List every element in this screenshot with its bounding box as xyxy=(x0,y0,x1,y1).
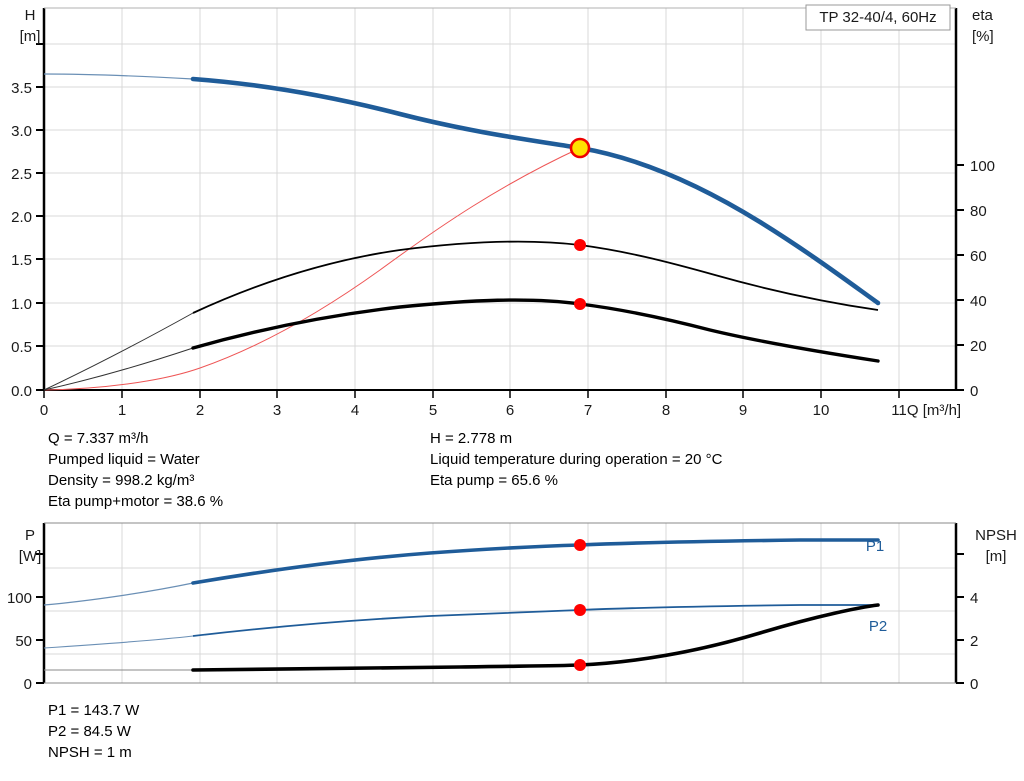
top-x-tick-0: 0 xyxy=(40,402,48,419)
info-npsh: NPSH = 1 m xyxy=(48,744,132,761)
top-vertical-gridlines xyxy=(121,8,900,390)
power-npsh-chart-svg: 0 50 100 P [W] 0 2 4 NPSH [m] xyxy=(7,522,1017,693)
eta-pump-curve-thin xyxy=(43,312,194,391)
top-right-tick-3: 60 xyxy=(970,248,987,265)
power-npsh-chart: 0 50 100 P [W] 0 2 4 NPSH [m] xyxy=(0,515,1024,695)
p2-curve-thin xyxy=(43,635,194,649)
eta-pump-motor-curve-thin xyxy=(43,347,194,391)
bottom-left-tick-2: 100 xyxy=(7,590,32,607)
bottom-right-axis-title: NPSH xyxy=(975,527,1017,544)
p1-curve-thin xyxy=(43,582,194,606)
bottom-right-tick-labels: 0 2 4 xyxy=(970,590,978,693)
top-x-axis-title: Q [m³/h] xyxy=(907,402,961,419)
bottom-right-tick-1: 2 xyxy=(970,633,978,650)
top-right-axis-title: eta xyxy=(972,7,994,24)
top-x-tick-8: 8 xyxy=(662,402,670,419)
top-left-tick-4: 2.0 xyxy=(11,209,32,226)
eta-pump-duty-marker[interactable] xyxy=(574,239,586,251)
top-right-ticks xyxy=(956,164,964,391)
info-left-column: Q = 7.337 m³/h Pumped liquid = Water Den… xyxy=(48,428,223,512)
top-left-tick-1: 0.5 xyxy=(11,339,32,356)
top-plot-background xyxy=(44,8,956,390)
info-p2: P2 = 84.5 W xyxy=(48,723,131,740)
top-x-tick-labels: 0 1 2 3 4 5 6 7 8 9 10 11 xyxy=(40,402,907,419)
top-x-tick-9: 9 xyxy=(739,402,747,419)
top-x-tick-11: 11 xyxy=(891,402,907,419)
bottom-left-axis-unit: [W] xyxy=(19,548,42,565)
bottom-right-axis-unit: [m] xyxy=(986,548,1007,565)
bottom-left-tick-0: 0 xyxy=(24,676,32,693)
top-left-tick-0: 0.0 xyxy=(11,383,32,400)
info-bottom-column: P1 = 143.7 W P2 = 84.5 W NPSH = 1 m xyxy=(48,700,139,763)
top-x-ticks xyxy=(43,390,900,398)
bottom-right-ticks xyxy=(956,553,964,684)
top-right-tick-1: 20 xyxy=(970,338,987,355)
info-liquid-temp: Liquid temperature during operation = 20… xyxy=(430,451,723,468)
duty-point-marker[interactable] xyxy=(569,137,591,159)
top-right-axis-unit: [%] xyxy=(972,28,994,45)
eta-pump-motor-duty-marker[interactable] xyxy=(574,298,586,310)
info-pumped-liquid: Pumped liquid = Water xyxy=(48,451,200,468)
top-left-axis-title: H xyxy=(25,7,36,24)
top-x-tick-10: 10 xyxy=(813,402,830,419)
top-x-tick-2: 2 xyxy=(196,402,204,419)
top-left-axis-unit: [m] xyxy=(20,28,41,45)
info-eta-pump: Eta pump = 65.6 % xyxy=(430,472,558,489)
title-box-label: TP 32-40/4, 60Hz xyxy=(819,9,936,26)
bottom-horizontal-gridlines xyxy=(44,567,956,655)
bottom-left-axis-title: P xyxy=(25,527,35,544)
info-right-column: H = 2.778 m Liquid temperature during op… xyxy=(430,428,722,491)
bottom-right-tick-2: 4 xyxy=(970,590,978,607)
info-p1: P1 = 143.7 W xyxy=(48,702,140,719)
top-right-tick-0: 0 xyxy=(970,383,978,400)
top-left-tick-3: 1.5 xyxy=(11,252,32,269)
p1-curve xyxy=(191,538,880,585)
top-left-tick-5: 2.5 xyxy=(11,166,32,183)
bottom-right-tick-0: 0 xyxy=(970,676,978,693)
top-left-ticks xyxy=(36,43,44,391)
p2-curve xyxy=(192,604,878,637)
top-x-tick-6: 6 xyxy=(506,402,514,419)
top-left-tick-2: 1.0 xyxy=(11,296,32,313)
top-x-tick-4: 4 xyxy=(351,402,359,419)
top-left-tick-7: 3.5 xyxy=(11,80,32,97)
npsh-duty-marker[interactable] xyxy=(574,659,586,671)
top-x-tick-1: 1 xyxy=(118,402,126,419)
head-efficiency-chart-svg: 0.0 0.5 1.0 1.5 2.0 2.5 3.0 3.5 H [m] xyxy=(11,4,995,419)
eta-pump-curve xyxy=(192,240,879,314)
bottom-left-tick-labels: 0 50 100 xyxy=(7,590,32,693)
p1-duty-marker[interactable] xyxy=(574,539,586,551)
head-curve-thin xyxy=(43,73,194,80)
p2-curve-label: P2 xyxy=(869,618,887,635)
top-x-tick-7: 7 xyxy=(584,402,592,419)
top-left-tick-labels: 0.0 0.5 1.0 1.5 2.0 2.5 3.0 3.5 xyxy=(11,80,32,400)
p1-curve-label: P1 xyxy=(866,538,884,555)
bottom-left-ticks xyxy=(36,553,44,684)
head-efficiency-chart: 0.0 0.5 1.0 1.5 2.0 2.5 3.0 3.5 H [m] xyxy=(11,4,995,419)
bottom-left-tick-1: 50 xyxy=(15,633,32,650)
top-right-tick-labels: 0 20 40 60 80 100 xyxy=(970,158,995,400)
top-x-tick-5: 5 xyxy=(429,402,437,419)
title-box xyxy=(805,4,951,31)
info-eta-pump-motor: Eta pump+motor = 38.6 % xyxy=(48,493,224,510)
top-x-tick-3: 3 xyxy=(273,402,281,419)
info-head: H = 2.778 m xyxy=(430,430,513,447)
top-right-tick-2: 40 xyxy=(970,293,987,310)
p2-duty-marker[interactable] xyxy=(574,604,586,616)
info-flow-rate: Q = 7.337 m³/h xyxy=(48,430,149,447)
top-right-tick-4: 80 xyxy=(970,203,987,220)
info-density: Density = 998.2 kg/m³ xyxy=(48,472,195,489)
top-left-tick-6: 3.0 xyxy=(11,123,32,140)
system-curve xyxy=(43,147,581,391)
top-right-tick-5: 100 xyxy=(970,158,995,175)
